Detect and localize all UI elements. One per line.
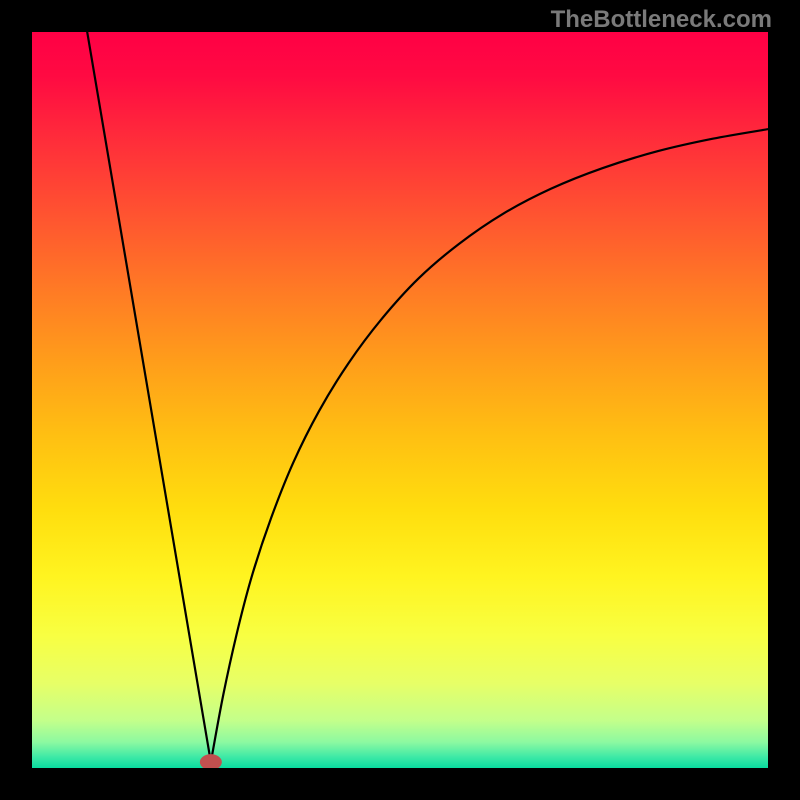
watermark-text: TheBottleneck.com xyxy=(551,6,772,34)
gradient-background xyxy=(32,32,768,768)
outer-frame: TheBottleneck.com xyxy=(0,0,800,800)
chart-svg xyxy=(32,32,768,768)
plot-area xyxy=(32,32,768,768)
